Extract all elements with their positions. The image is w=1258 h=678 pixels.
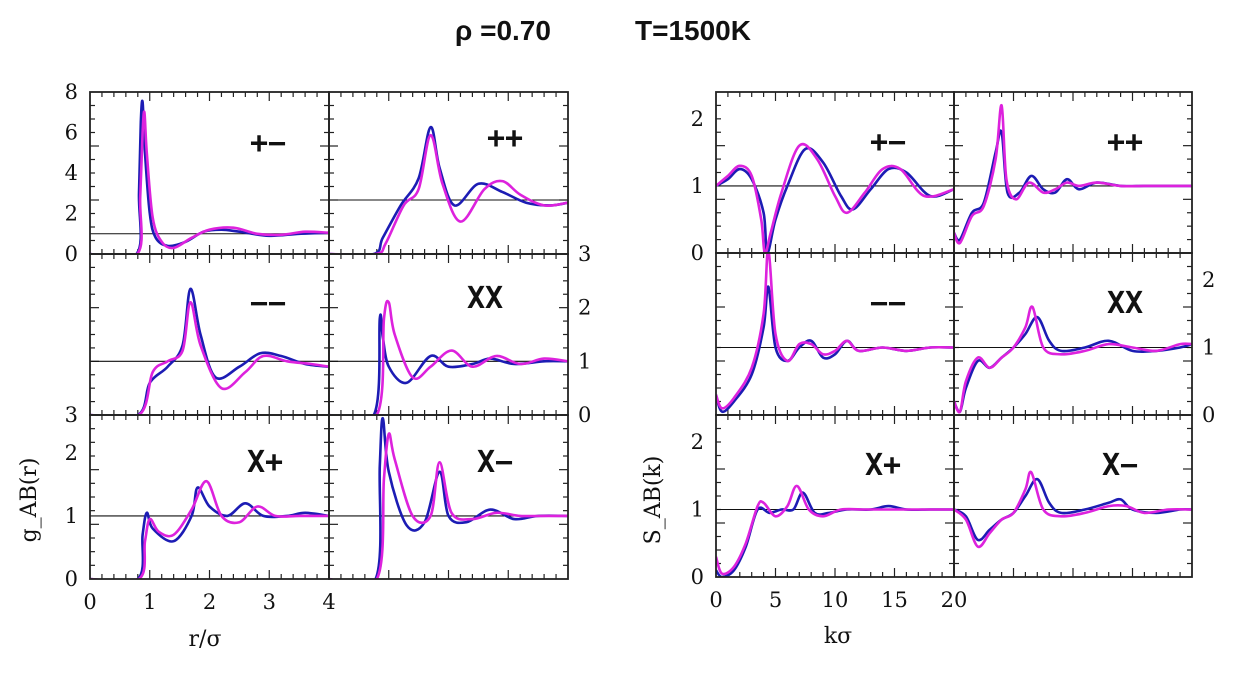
series-line-magenta — [90, 110, 329, 254]
y-tick-label: 4 — [65, 161, 78, 185]
series-line-magenta — [954, 104, 1192, 245]
y-tick-label: 8 — [65, 80, 78, 104]
y-tick-label: 2 — [65, 202, 78, 226]
y-tick-label: 0 — [691, 565, 704, 589]
title-density: ρ =0.70 — [455, 15, 551, 46]
series-line-blue — [716, 491, 954, 577]
x-tick-label: 1 — [143, 590, 156, 614]
series-line-blue — [329, 313, 568, 415]
series-line-blue — [90, 287, 329, 415]
x-tick-label: 2 — [203, 590, 216, 614]
y-tick-label: 0 — [691, 241, 704, 265]
panel-label: −− — [250, 286, 286, 321]
y-tick-label: 3 — [65, 403, 78, 427]
y-tick-label: 6 — [65, 121, 78, 145]
panel-label: −− — [870, 286, 906, 321]
panel-frame — [715, 91, 955, 254]
series-line-blue — [716, 146, 954, 253]
series-line-blue — [329, 125, 568, 254]
panel-label: XX — [1107, 286, 1143, 321]
g-ab-panel-1: ++ — [328, 91, 569, 255]
right-y-tick-label: 1 — [1202, 336, 1215, 360]
x-axis-label: r/σ — [189, 627, 222, 652]
series-line-blue — [954, 315, 1192, 414]
panel-label: X+ — [247, 445, 283, 480]
series-line-blue — [329, 416, 568, 579]
x-tick-label: 20 — [941, 588, 968, 612]
panel-label: +− — [250, 126, 286, 161]
title-temperature: T=1500K — [635, 15, 751, 46]
s-ab-panel-0: +− — [715, 91, 955, 254]
series-line-magenta — [329, 299, 568, 415]
panel-frame — [953, 252, 1193, 416]
g-ab-panel-0: +− — [89, 91, 330, 255]
panel-label: ++ — [1107, 125, 1143, 160]
x-tick-label: 10 — [822, 588, 849, 612]
series-line-magenta — [90, 300, 329, 415]
left-figure-g-ab: +− ++ −− XX X+ X− 0 2 4 6 8 0 1 2 3 0 1 2 3 0 1 2 3 4 r/σ g_AB(r) — [17, 80, 591, 652]
panel-frame — [328, 253, 569, 416]
series-line-magenta — [954, 470, 1192, 549]
series-line-magenta — [716, 142, 954, 253]
panel-frame — [953, 414, 1193, 578]
x-tick-label: 0 — [709, 588, 722, 612]
panel-frame — [715, 252, 955, 416]
g-ab-panel-2: −− — [89, 253, 330, 416]
y-tick-label: 2 — [65, 441, 78, 465]
panel-frame — [89, 253, 330, 416]
x-tick-label: 3 — [263, 590, 276, 614]
panel-label: +− — [870, 125, 906, 160]
series-line-blue — [90, 99, 329, 254]
right-y-tick-label: 2 — [578, 296, 591, 320]
right-y-tick-label: 0 — [1202, 403, 1215, 427]
series-line-magenta — [329, 133, 568, 254]
series-line-magenta — [90, 479, 329, 579]
y-tick-label: 0 — [65, 242, 78, 266]
panel-frame — [953, 91, 1193, 254]
series-line-magenta — [329, 432, 568, 579]
s-ab-panel-3: XX — [953, 252, 1193, 416]
g-ab-panel-3: XX — [328, 253, 569, 416]
s-ab-panel-4: X+ — [715, 414, 955, 578]
y-tick-label: 1 — [691, 498, 704, 522]
g-ab-panel-5: X− — [328, 414, 569, 580]
panel-label: ++ — [487, 121, 523, 156]
panel-label: X+ — [865, 448, 901, 483]
right-y-tick-label: 3 — [578, 242, 591, 266]
panel-frame — [715, 414, 955, 578]
series-line-magenta — [954, 305, 1192, 414]
series-line-blue — [90, 486, 329, 579]
g-ab-panel-4: X+ — [89, 414, 330, 580]
y-tick-label: 2 — [691, 107, 704, 131]
y-axis-label: S_AB(k) — [641, 456, 666, 545]
y-tick-label: 1 — [65, 504, 78, 528]
y-tick-label: 1 — [691, 174, 704, 198]
y-axis-label: g_AB(r) — [17, 458, 42, 543]
x-tick-label: 15 — [881, 588, 908, 612]
right-y-tick-label: 1 — [578, 349, 591, 373]
panel-frame — [89, 414, 330, 580]
s-ab-panel-5: X− — [953, 414, 1193, 578]
x-tick-label: 0 — [83, 590, 96, 614]
panel-frame — [328, 91, 569, 255]
right-y-tick-label: 2 — [1202, 268, 1215, 292]
s-ab-panel-2: −− — [715, 252, 955, 416]
panel-label: XX — [467, 281, 503, 316]
panel-label: X− — [477, 445, 513, 480]
x-tick-label: 4 — [322, 590, 335, 614]
panel-label: X− — [1102, 448, 1138, 483]
s-ab-panel-1: ++ — [953, 91, 1193, 254]
panel-frame — [328, 414, 569, 580]
right-y-tick-label: 0 — [578, 403, 591, 427]
y-tick-label: 2 — [691, 430, 704, 454]
x-tick-label: 5 — [769, 588, 782, 612]
series-line-magenta — [716, 253, 954, 410]
series-line-magenta — [716, 484, 954, 576]
y-tick-label: 0 — [65, 567, 78, 591]
x-axis-label: kσ — [824, 624, 852, 649]
